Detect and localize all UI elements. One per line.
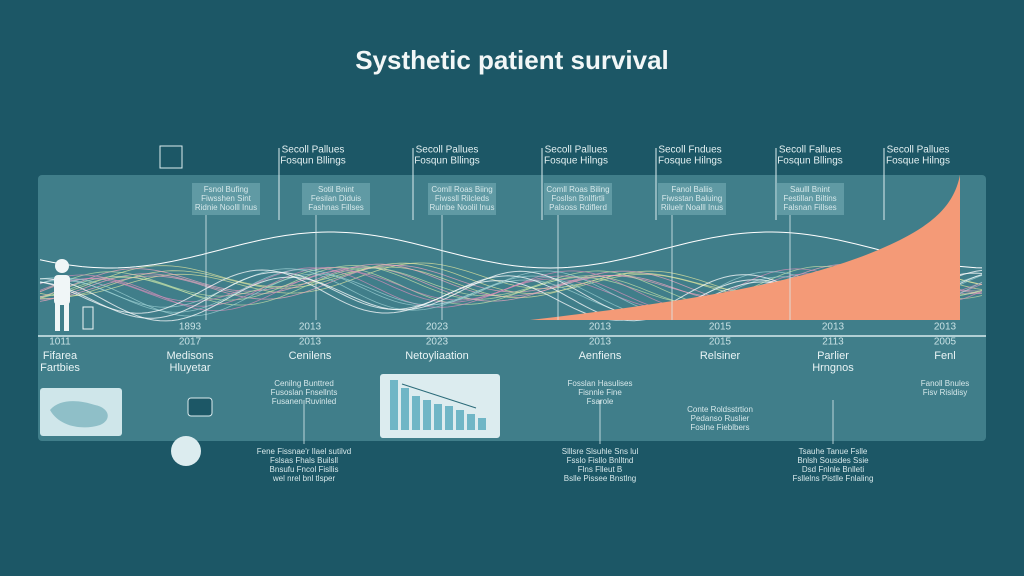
milestone-label: Netoyliaation: [405, 350, 469, 362]
year: 2017: [179, 337, 202, 348]
year-above: 2013: [822, 322, 845, 333]
note-text: Ridnie Noolll Inus: [195, 203, 257, 212]
callout-subtitle: Fosque Hilngs: [886, 156, 950, 167]
wave: [39, 231, 983, 269]
inset-bars: [390, 380, 486, 430]
callout-subtitle: Fosque Hilngs: [658, 156, 722, 167]
callout-title: Secoll Pallues: [545, 145, 608, 156]
footnote: Dsd Fnlnle Bnlleti: [802, 465, 864, 474]
year: 2005: [934, 337, 957, 348]
year: 2013: [299, 337, 322, 348]
milestone-label: Parlier: [817, 350, 849, 362]
callout-title: Secoll Pallues: [887, 145, 950, 156]
footnote: Bnlsh Sousdes Ssie: [797, 456, 869, 465]
footnote: Fsslo Fisllo Bnlltnd: [567, 456, 634, 465]
map-shape: [50, 401, 108, 428]
year: 1011: [49, 337, 71, 348]
note-text: Festillan Biltins: [783, 194, 836, 203]
callout-title: Secoll Fndues: [658, 145, 721, 156]
note-text: Palsoss Rdiflerd: [549, 203, 607, 212]
note-text: Rulnbe Noolil Inus: [430, 203, 495, 212]
milestone-label: Medisons: [166, 350, 214, 362]
year-above: 1893: [179, 322, 202, 333]
lower-note: Pedanso Ruslier: [691, 414, 750, 423]
milestone-label: Fartbies: [40, 362, 80, 374]
note-text: Fiwssll Rilcleds: [435, 194, 489, 203]
note-box: [192, 183, 260, 215]
footnote: wel nrel bnl tlsper: [272, 474, 336, 483]
note-text: Fiwsshen Sint: [201, 194, 252, 203]
lower-note: Fosslan Hasulises: [568, 379, 633, 388]
footnote: Fslsas Fhals Builsll: [270, 456, 338, 465]
milestone-label: Relsiner: [700, 350, 741, 362]
note-box: [776, 183, 844, 215]
inset-trend: [401, 383, 477, 409]
note-text: Riluelr Noalll Inus: [661, 203, 723, 212]
note-text: Fashnas Fillses: [308, 203, 364, 212]
note-text: Comll Roas Biing: [431, 185, 492, 194]
lower-note: Foslne Fieblbers: [690, 423, 749, 432]
year: 2113: [822, 337, 844, 348]
year-above: 2013: [299, 322, 322, 333]
footnote: Slllsre Slsuhle Sns lul: [562, 447, 639, 456]
milestone-label: Fifarea: [43, 350, 78, 362]
note-text: Fanol Baliis: [671, 185, 712, 194]
note-text: Fiwsstan Baluing: [662, 194, 722, 203]
lower-note: Cenilng Bunttred: [274, 379, 334, 388]
cell-icon: [171, 436, 201, 466]
footnote: Bnsufu Fncol Fisllis: [270, 465, 339, 474]
milestone-label: Hluyetar: [170, 362, 211, 374]
top-icon: [159, 145, 183, 169]
milestone-label: Cenilens: [289, 350, 332, 362]
panel: [38, 175, 986, 441]
milestone-label: Hrngnos: [812, 362, 854, 374]
callout-title: Secoll Pallues: [416, 145, 479, 156]
footnote: Tsauhe Tanue Fslle: [799, 447, 868, 456]
year-above: 2023: [426, 322, 449, 333]
footnote: Fsllelns Pistlle Fnlaling: [793, 474, 874, 483]
note-text: Saulll Bnint: [790, 185, 831, 194]
note-box: [544, 183, 612, 215]
lower-note: Fisnnle Fine: [578, 388, 622, 397]
note-text: Fesilan Diduis: [311, 194, 361, 203]
footnote: Fene Fissnae'r Ilael sutilvd: [257, 447, 351, 456]
footnote: Flns Flleut B: [578, 465, 622, 474]
note-text: Comll Roas Biling: [546, 185, 609, 194]
note-text: Fsnol Bufing: [204, 185, 248, 194]
year: 2023: [426, 337, 449, 348]
callout-subtitle: Fosque Hilngs: [544, 156, 608, 167]
note-box: [302, 183, 370, 215]
patient-figure: [54, 259, 94, 331]
note-box: [658, 183, 726, 215]
note-text: Falsnan Fillses: [783, 203, 836, 212]
milestone-label: Aenfiens: [579, 350, 622, 362]
note-text: Sotil Bnint: [318, 185, 355, 194]
callout-title: Secoll Fallues: [779, 145, 841, 156]
year-above: 2013: [934, 322, 957, 333]
footnote: Bslle Pissee Bnstlng: [564, 474, 636, 483]
callout-subtitle: Fosqun Bllings: [414, 156, 480, 167]
note-text: Fosllsn Bnllfirtli: [551, 194, 605, 203]
doc-icon: [187, 397, 213, 417]
callout-title: Secoll Pallues: [282, 145, 345, 156]
title: Systhetic patient survival: [355, 45, 669, 75]
year-above: 2013: [589, 322, 612, 333]
rising-area: [530, 175, 960, 320]
callout-subtitle: Fosqun Bllings: [777, 156, 843, 167]
year-above: 2015: [709, 322, 732, 333]
year: 2013: [589, 337, 612, 348]
milestone-label: Fenl: [934, 350, 955, 362]
lower-note: Conte Roldsstrtion: [687, 405, 753, 414]
lower-note: Fisv Risldisy: [923, 388, 967, 397]
lower-note: Fanoll Bnules: [921, 379, 969, 388]
note-box: [428, 183, 496, 215]
year: 2015: [709, 337, 732, 348]
lower-note: Fusoslan Fnsellnts: [271, 388, 338, 397]
callout-subtitle: Fosqun Bllings: [280, 156, 346, 167]
